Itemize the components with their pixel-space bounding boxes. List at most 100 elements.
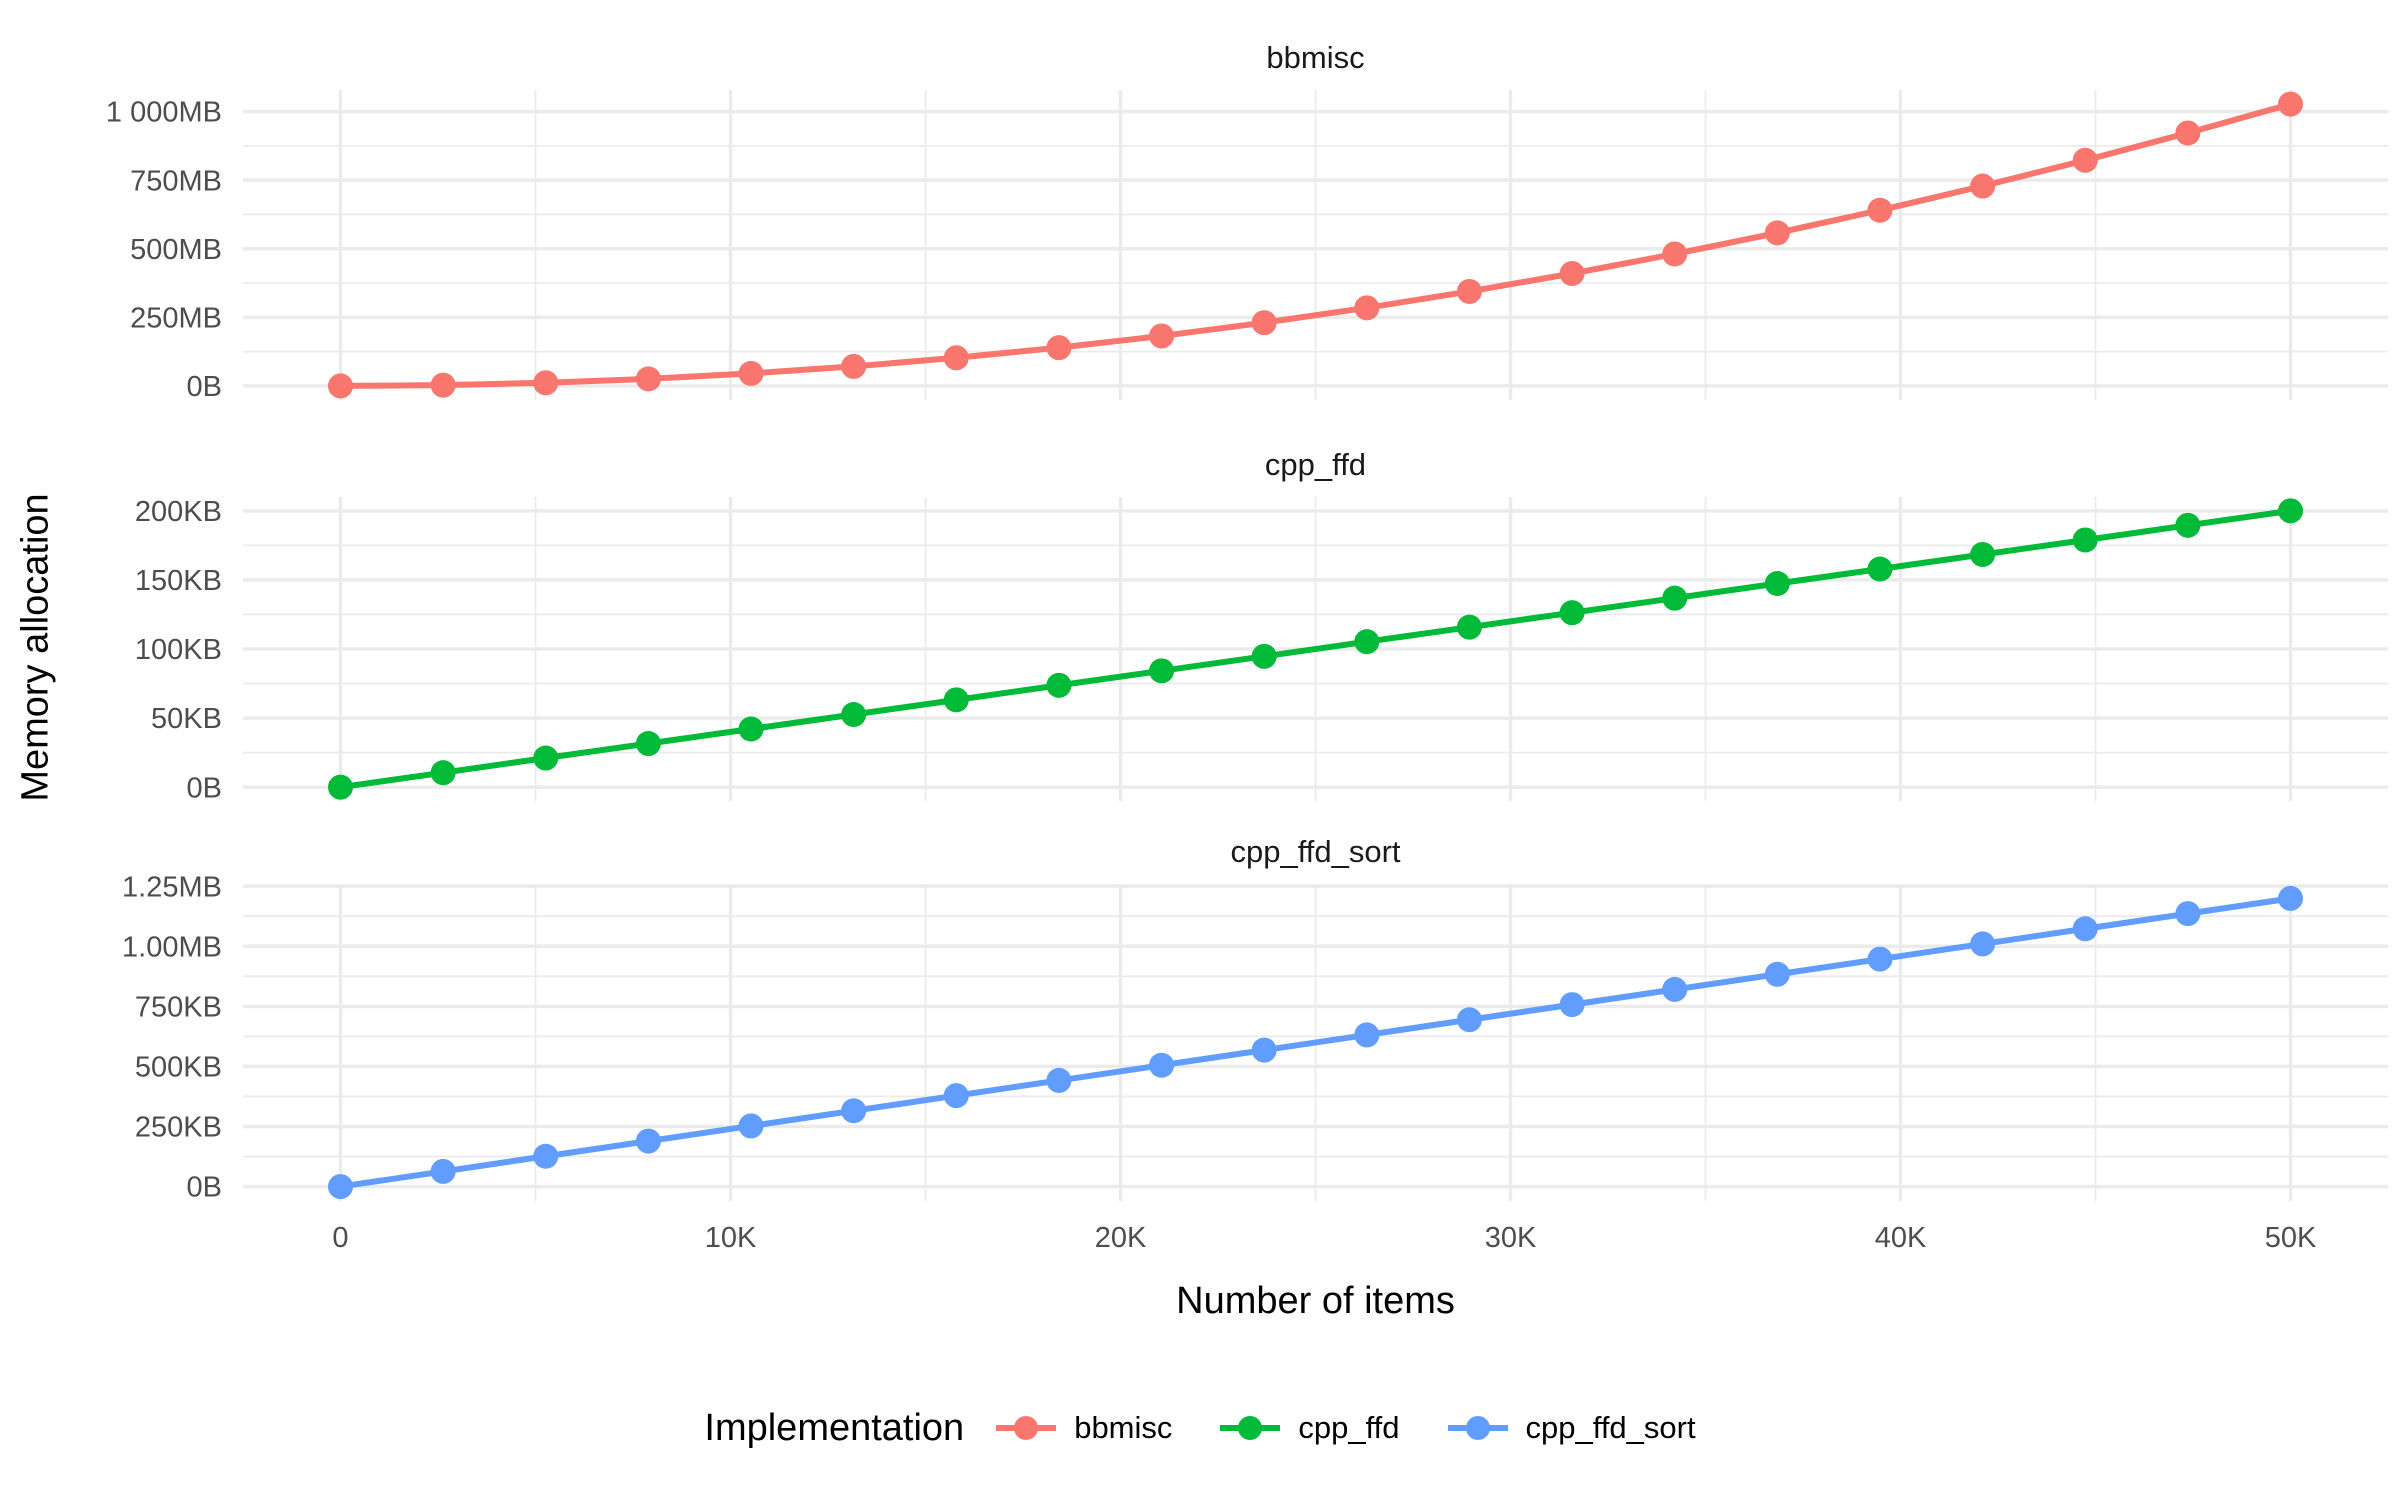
data-point-bbmisc [1046,335,1072,361]
data-point-cpp_ffd_sort [1046,1067,1072,1093]
data-point-cpp_ffd_sort [2175,901,2201,927]
data-point-cpp_ffd [635,731,661,757]
x-axis-title: Number of items [1176,1280,1455,1322]
data-point-cpp_ffd [1662,585,1688,611]
x-tick-label: 30K [1485,1222,1537,1254]
legend: Implementation bbmisc cpp_ffd cpp_ffd_so… [0,1388,2400,1468]
data-point-cpp_ffd [1456,614,1482,640]
facet-title: cpp_ffd [1265,447,1366,482]
data-line-bbmisc [337,101,2294,389]
data-point-cpp_ffd_sort [943,1083,969,1109]
data-point-bbmisc [943,345,969,371]
y-tick-label: 500KB [135,1052,222,1084]
data-point-cpp_ffd_sort [841,1098,867,1124]
data-point-cpp_ffd [533,745,559,771]
y-tick-label: 500MB [130,234,222,266]
data-point-bbmisc [533,370,559,396]
data-point-bbmisc [1456,278,1482,304]
legend-key-icon [996,1416,1057,1440]
data-point-cpp_ffd [1149,658,1175,684]
data-point-bbmisc [635,366,661,392]
data-point-cpp_ffd [1867,556,1893,582]
legend-label: cpp_ffd_sort [1525,1410,1696,1445]
x-tick-label: 10K [705,1222,757,1254]
data-point-cpp_ffd [1559,600,1585,626]
legend-label: cpp_ffd [1298,1410,1400,1445]
data-point-bbmisc [738,360,764,386]
data-point-cpp_ffd_sort [1251,1037,1277,1063]
data-point-cpp_ffd [738,716,764,742]
legend-key-icon [1447,1416,1508,1440]
y-tick-label: 200KB [135,496,222,528]
data-point-bbmisc [1867,197,1893,223]
y-tick-label: 1.00MB [122,931,222,963]
y-axis-title: Memory allocation [8,90,64,1205]
data-point-cpp_ffd_sort [1867,946,1893,972]
data-point-bbmisc [2278,91,2303,117]
data-point-cpp_ffd_sort [1662,976,1688,1002]
y-tick-label: 0B [187,1172,222,1204]
data-point-cpp_ffd [1046,672,1072,698]
data-point-bbmisc [1251,310,1277,336]
y-tick-label: 250KB [135,1112,222,1144]
data-point-cpp_ffd_sort [1456,1007,1482,1033]
facet-title: bbmisc [1266,40,1364,75]
data-point-cpp_ffd [1764,571,1790,597]
y-tick-label: 250MB [130,302,222,334]
data-point-cpp_ffd_sort [1764,961,1790,987]
legend-item-cpp_ffd: cpp_ffd [1218,1410,1400,1446]
legend-title: Implementation [704,1406,965,1449]
legend-item-bbmisc: bbmisc [994,1410,1172,1446]
data-point-bbmisc [1149,323,1175,349]
data-point-cpp_ffd_sort [1970,931,1996,957]
data-point-bbmisc [1970,173,1996,199]
data-point-bbmisc [2175,120,2201,146]
data-point-cpp_ffd [2278,498,2303,524]
data-point-bbmisc [1559,260,1585,286]
data-point-bbmisc [1662,241,1688,267]
x-tick-label: 50K [2265,1222,2317,1254]
data-point-cpp_ffd [841,701,867,727]
data-point-cpp_ffd_sort [1559,992,1585,1018]
data-point-bbmisc [1354,295,1380,321]
y-tick-label: 150KB [135,565,222,597]
data-point-cpp_ffd [430,760,456,786]
data-point-cpp_ffd [1970,541,1996,567]
data-point-cpp_ffd [328,774,353,800]
data-line-cpp_ffd_sort [337,895,2294,1190]
data-point-bbmisc [430,372,456,398]
y-tick-label: 100KB [135,634,222,666]
data-point-bbmisc [2072,147,2098,173]
data-line-cpp_ffd [337,507,2294,791]
x-tick-label: 0 [332,1222,348,1254]
y-tick-label: 0B [187,772,222,804]
data-point-cpp_ffd [1354,629,1380,655]
legend-label: bbmisc [1074,1410,1173,1445]
y-tick-label: 50KB [151,703,222,735]
data-point-cpp_ffd_sort [635,1128,661,1154]
data-point-cpp_ffd_sort [430,1158,456,1184]
data-point-bbmisc [328,373,353,399]
y-tick-label: 750KB [135,991,222,1023]
data-point-cpp_ffd_sort [328,1174,353,1200]
data-point-cpp_ffd [2072,527,2098,553]
data-point-cpp_ffd_sort [1149,1052,1175,1078]
data-point-cpp_ffd_sort [738,1113,764,1139]
x-tick-label: 20K [1095,1222,1147,1254]
y-tick-label: 0B [187,371,222,403]
y-tick-label: 1.25MB [122,871,222,903]
data-point-cpp_ffd [2175,512,2201,538]
facet-title: cpp_ffd_sort [1230,834,1400,869]
data-point-bbmisc [841,353,867,379]
data-point-cpp_ffd_sort [1354,1022,1380,1048]
legend-key-icon [1220,1416,1281,1440]
data-point-cpp_ffd_sort [2278,885,2303,911]
y-axis-title-text: Memory allocation [14,493,57,802]
plot-area: 0B 250MB 500MB 750MB 1 000MB bbmisc 0B 50KB 100K… [106,40,2388,1254]
data-point-bbmisc [1764,220,1790,246]
x-tick-label: 40K [1875,1222,1927,1254]
y-tick-label: 1 000MB [106,97,222,129]
data-point-cpp_ffd [1251,643,1277,669]
data-point-cpp_ffd_sort [533,1143,559,1169]
